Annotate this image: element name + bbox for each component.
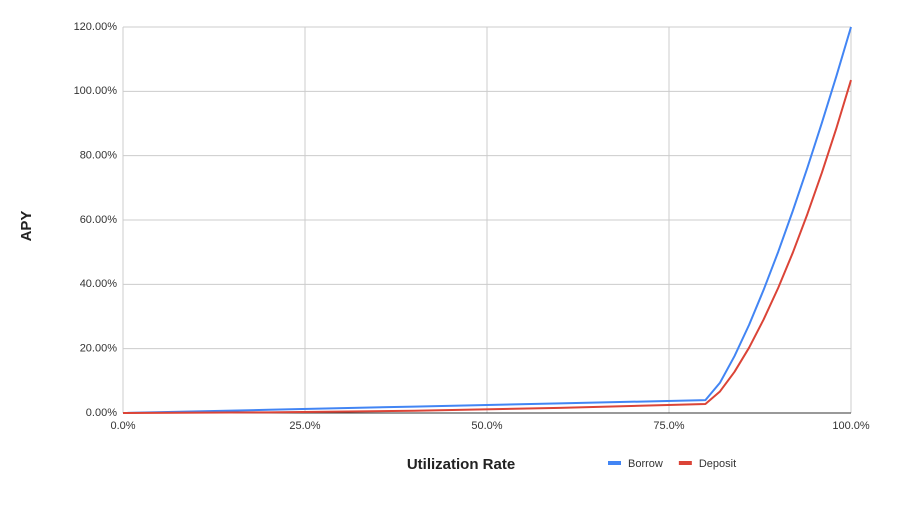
y-tick-label: 0.00%	[86, 407, 117, 419]
y-tick-label: 80.00%	[80, 150, 118, 162]
legend-label: Borrow	[628, 458, 663, 470]
line-series	[122, 26, 852, 414]
legend-swatch	[678, 461, 692, 465]
x-tick-label: 0.0%	[110, 420, 135, 432]
y-tick-label: 100.00%	[74, 85, 118, 97]
y-tick-label: 60.00%	[80, 214, 118, 226]
x-tick-label: 25.0%	[289, 420, 320, 432]
y-tick-label: 20.00%	[80, 343, 118, 355]
x-tick-label: 100.0%	[832, 420, 870, 432]
x-tick-label: 75.0%	[653, 420, 684, 432]
x-tick-label: 50.0%	[471, 420, 502, 432]
y-tick-label: 40.00%	[80, 278, 118, 290]
legend-swatch	[608, 461, 621, 465]
y-tick-label: 120.00%	[74, 21, 118, 33]
line-series	[122, 79, 852, 414]
legend-label: Deposit	[699, 458, 736, 470]
x-axis-title: Utilization Rate	[407, 456, 515, 473]
y-axis-title: APY	[18, 211, 35, 242]
